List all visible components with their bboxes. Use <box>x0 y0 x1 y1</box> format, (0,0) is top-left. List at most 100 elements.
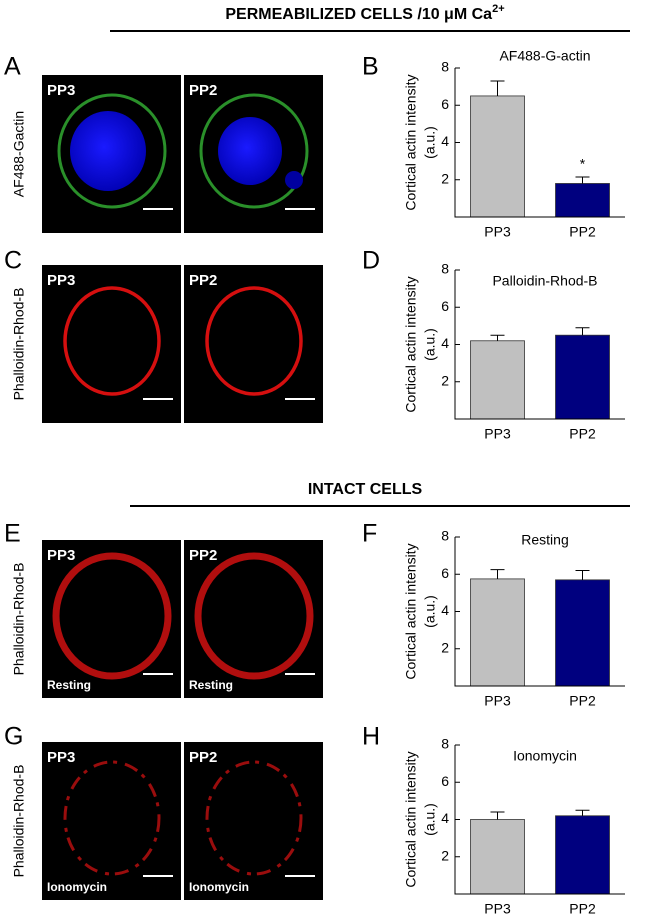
cell-ring <box>52 552 172 680</box>
panel-letter: E <box>4 520 21 548</box>
y-tick-label: 8 <box>441 736 449 752</box>
cell-ring <box>199 93 309 209</box>
x-tick-label: PP2 <box>569 224 596 240</box>
image-ylabel: Phalloidin-Rhod-B <box>11 288 27 401</box>
error-bar <box>490 811 505 820</box>
y-tick-label: 8 <box>441 528 449 544</box>
error-bar <box>490 569 505 579</box>
y-tick-label: 8 <box>441 261 449 277</box>
chart-title: Palloidin-Rhod-B <box>492 273 597 289</box>
cell-ring <box>63 760 161 876</box>
y-tick-label: 4 <box>441 810 449 826</box>
y-axis-label: Cortical actin intensity <box>403 751 419 887</box>
chart-title: Resting <box>521 532 568 548</box>
y-tick-label: 6 <box>441 773 449 789</box>
significance-marker: * <box>580 156 586 172</box>
x-tick-label: PP3 <box>484 426 511 442</box>
image-note: Ionomycin <box>47 880 107 894</box>
error-bar <box>575 809 590 816</box>
cell-ring <box>194 552 314 680</box>
y-axis-label: (a.u.) <box>422 328 438 361</box>
x-tick-label: PP2 <box>569 426 596 442</box>
bar <box>555 183 610 218</box>
image-label: PP2 <box>189 82 217 99</box>
x-tick-label: PP3 <box>484 901 511 917</box>
y-axis-label: (a.u.) <box>422 126 438 159</box>
bar <box>555 815 610 895</box>
image-label: PP3 <box>47 272 75 289</box>
bar <box>470 95 525 218</box>
axes <box>454 270 625 420</box>
y-tick-label: 2 <box>441 639 449 655</box>
error-bar <box>575 570 590 580</box>
image-ylabel: Phalloidin-Rhod-B <box>11 765 27 878</box>
image-note: Resting <box>189 678 233 692</box>
nucleus <box>70 111 146 191</box>
panel-letter: F <box>362 520 377 548</box>
y-tick-label: 4 <box>441 335 449 351</box>
image-ylabel: AF488-Gactin <box>11 111 27 197</box>
cell-ring <box>63 286 161 396</box>
image-note: Ionomycin <box>189 880 249 894</box>
bar <box>555 334 610 420</box>
x-tick-label: PP2 <box>569 901 596 917</box>
cell-ring <box>205 760 303 876</box>
panel-letter: C <box>4 247 22 275</box>
heading-text: PERMEABILIZED CELLS /10 μM Ca <box>225 6 492 23</box>
image-ylabel: Phalloidin-Rhod-B <box>11 563 27 676</box>
bar <box>470 340 525 420</box>
panel-letter: D <box>362 247 380 275</box>
y-tick-label: 8 <box>441 59 449 75</box>
bar <box>470 819 525 895</box>
y-axis-label: Cortical actin intensity <box>403 74 419 210</box>
y-tick-label: 2 <box>441 372 449 388</box>
panel-letter: B <box>362 53 379 81</box>
y-tick-label: 4 <box>441 602 449 618</box>
bar <box>555 579 610 687</box>
chart-title: Ionomycin <box>513 748 577 764</box>
image-note: Resting <box>47 678 91 692</box>
image-label: PP2 <box>189 749 217 766</box>
axes <box>454 537 625 687</box>
x-tick-label: PP3 <box>484 224 511 240</box>
x-tick-label: PP2 <box>569 693 596 709</box>
y-tick-label: 6 <box>441 298 449 314</box>
y-tick-label: 6 <box>441 96 449 112</box>
cell-ring <box>205 286 303 396</box>
image-label: PP2 <box>189 272 217 289</box>
chart-title: AF488-G-actin <box>499 48 590 64</box>
image-label: PP3 <box>47 82 75 99</box>
axes <box>454 68 625 218</box>
bleb <box>285 171 303 189</box>
y-axis-label: (a.u.) <box>422 803 438 836</box>
error-bar <box>490 334 505 341</box>
section-heading: PERMEABILIZED CELLS /10 μM Ca2+ <box>225 3 504 23</box>
bar <box>470 578 525 687</box>
micrograph <box>184 540 323 698</box>
panel-letter: G <box>4 723 23 751</box>
axes <box>454 745 625 895</box>
y-tick-label: 2 <box>441 170 449 186</box>
panel-letter: H <box>362 723 380 751</box>
x-tick-label: PP3 <box>484 693 511 709</box>
image-label: PP3 <box>47 547 75 564</box>
y-tick-label: 2 <box>441 847 449 863</box>
heading-text: INTACT CELLS <box>308 481 423 498</box>
section-heading: INTACT CELLS <box>308 481 423 498</box>
error-bar <box>575 327 590 336</box>
nucleus <box>218 117 282 185</box>
y-tick-label: 4 <box>441 133 449 149</box>
micrograph <box>42 540 181 698</box>
heading-superscript: 2+ <box>492 3 505 15</box>
error-bar <box>490 80 505 96</box>
image-label: PP3 <box>47 749 75 766</box>
y-axis-label: (a.u.) <box>422 595 438 628</box>
y-axis-label: Cortical actin intensity <box>403 543 419 679</box>
y-axis-label: Cortical actin intensity <box>403 276 419 412</box>
cell-ring <box>57 93 167 209</box>
panel-letter: A <box>4 53 21 81</box>
image-label: PP2 <box>189 547 217 564</box>
y-tick-label: 6 <box>441 565 449 581</box>
error-bar <box>575 176 590 184</box>
